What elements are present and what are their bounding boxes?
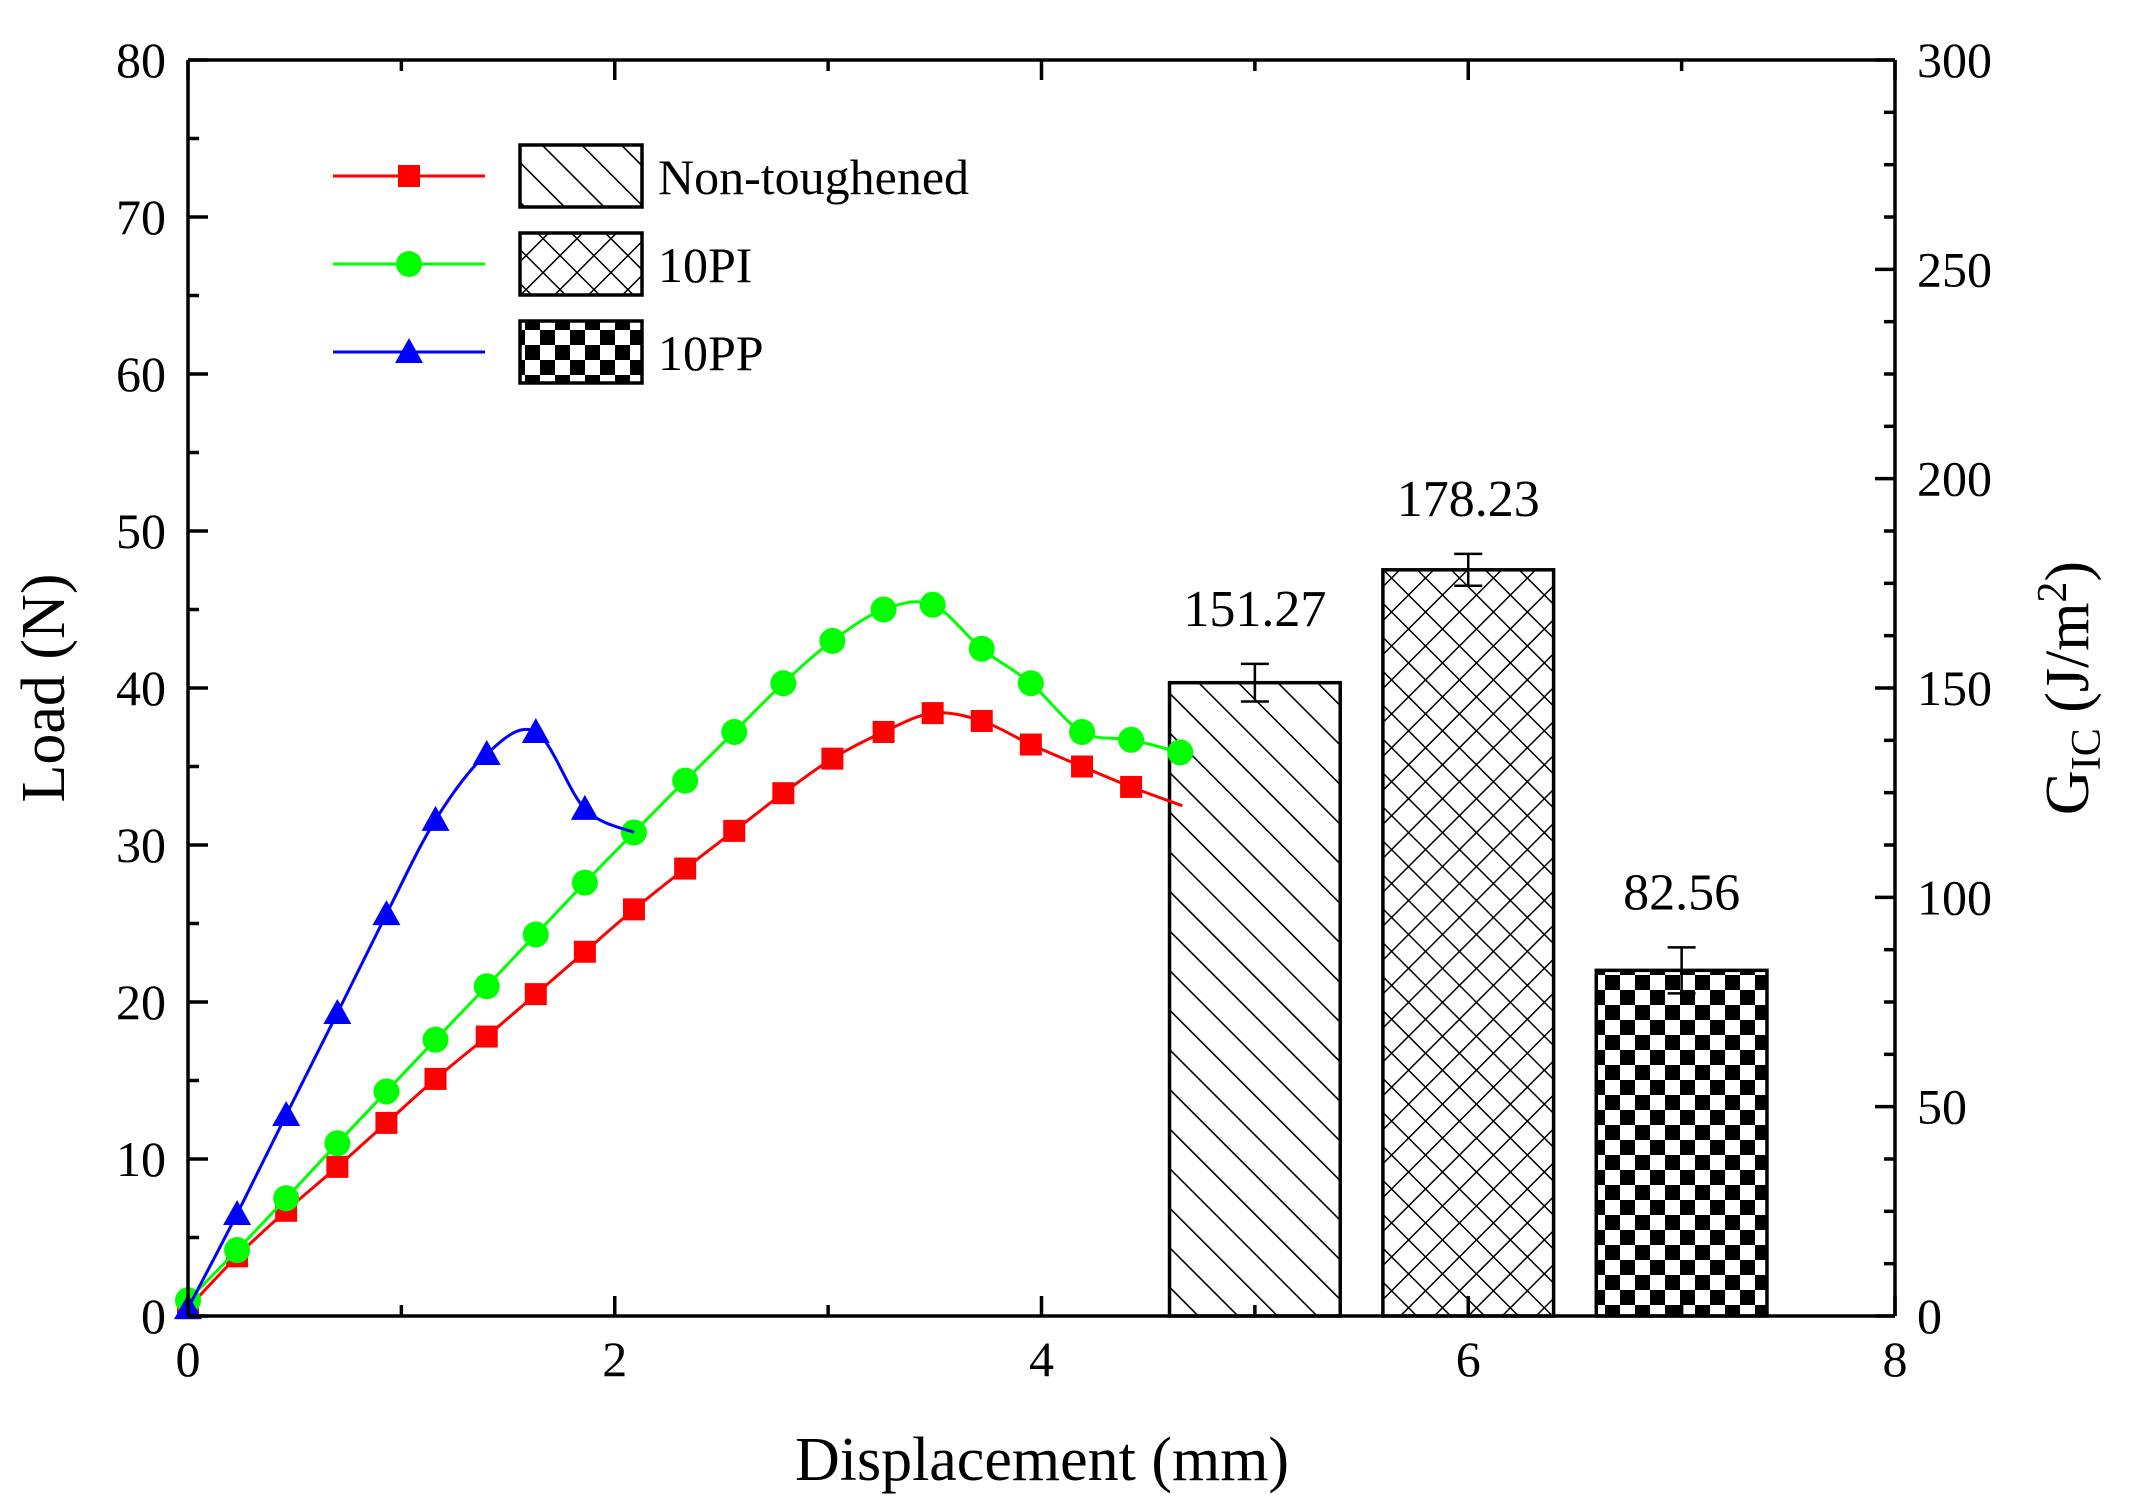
y-left-tick-label: 70	[116, 189, 166, 245]
square-marker	[970, 709, 993, 732]
bar-value-label: 178.23	[1397, 471, 1540, 528]
circle-marker	[373, 1078, 400, 1105]
y-right-axis-title: GIC (J/m2)	[2030, 561, 2110, 815]
line-series-group	[174, 591, 1194, 1320]
y-right-tick-label: 50	[1917, 1079, 1967, 1135]
circle-marker	[819, 627, 846, 654]
square-marker	[573, 940, 596, 963]
y-right-tick-label: 250	[1917, 241, 1992, 297]
legend-pattern-swatch	[518, 231, 644, 297]
y-right-tick-label: 200	[1917, 451, 1992, 507]
y-right-tick-label: 0	[1917, 1288, 1942, 1344]
x-tick-label: 8	[1883, 1331, 1908, 1387]
circle-marker	[473, 973, 500, 1000]
bar-non-toughened	[1167, 680, 1342, 1318]
square-marker	[375, 1111, 398, 1134]
circle-marker	[672, 767, 699, 794]
triangle-marker	[472, 739, 501, 765]
y-right-axis-title-sup: 2	[2030, 582, 2076, 603]
square-marker	[424, 1067, 447, 1090]
circle-marker	[1017, 670, 1044, 697]
square-marker	[524, 983, 547, 1006]
y-right-tick-label: 100	[1917, 869, 1992, 925]
line-10pp	[186, 727, 635, 1309]
legend-triangle-marker	[395, 338, 423, 363]
circle-marker	[968, 635, 995, 662]
x-tick-label: 6	[1456, 1331, 1481, 1387]
circle-marker	[422, 1026, 449, 1053]
triangle-marker	[372, 900, 401, 926]
x-tick-label: 4	[1029, 1331, 1054, 1387]
y-right-axis-title-unit: (J/m	[2034, 603, 2102, 729]
y-left-tick-label: 0	[141, 1288, 166, 1344]
circle-marker	[1069, 718, 1096, 745]
bar-value-label: 151.27	[1183, 581, 1326, 638]
square-marker	[475, 1025, 498, 1048]
bar-10pi	[1381, 568, 1556, 1318]
square-marker	[1019, 733, 1042, 756]
bar-group: 151.27 178.23 82.56	[1167, 471, 1769, 1318]
y-left-tick-label: 60	[116, 346, 166, 402]
square-marker	[723, 819, 746, 842]
y-left-tick-label: 80	[116, 32, 166, 88]
x-axis-title: Displacement (mm)	[795, 1426, 1289, 1494]
circle-marker	[571, 869, 598, 896]
bar-value-label: 82.56	[1623, 864, 1740, 921]
x-tick-label: 0	[176, 1331, 201, 1387]
y-left-tick-label: 20	[116, 974, 166, 1030]
y-left-tick-label: 30	[116, 817, 166, 873]
y-right-axis-title-sub: IC	[2064, 728, 2110, 770]
legend-label: 10PI	[658, 237, 752, 293]
legend-pattern-swatch	[518, 143, 644, 209]
triangle-marker	[323, 998, 352, 1024]
x-tick-label: 2	[602, 1331, 627, 1387]
y-right-tick-label: 150	[1917, 660, 1992, 716]
triangle-marker	[570, 794, 599, 820]
circle-marker	[273, 1185, 300, 1212]
circle-marker	[919, 591, 946, 618]
circle-marker	[224, 1237, 251, 1264]
circle-marker	[522, 921, 549, 948]
square-marker	[326, 1155, 349, 1178]
legend: Non-toughened 10PI 10PP	[333, 143, 969, 385]
square-marker	[872, 720, 895, 743]
circle-marker	[1118, 726, 1145, 753]
square-marker	[674, 857, 697, 880]
line-10pi	[186, 600, 1181, 1302]
legend-circle-marker	[396, 251, 422, 277]
legend-label: Non-toughened	[658, 149, 969, 205]
square-marker	[1071, 755, 1094, 778]
y-right-axis-title-close: )	[2034, 561, 2102, 582]
circle-marker	[324, 1130, 351, 1157]
circle-marker	[770, 670, 797, 697]
y-left-tick-label: 40	[116, 660, 166, 716]
square-marker	[821, 747, 844, 770]
y-left-axis-title: Load (N)	[10, 574, 78, 803]
triangle-marker	[223, 1199, 252, 1225]
legend-label: 10PP	[658, 325, 764, 381]
y-right-axis-title-main: G	[2034, 770, 2102, 815]
square-marker	[772, 782, 795, 805]
y-left-tick-label: 10	[116, 1131, 166, 1187]
legend-square-marker	[398, 165, 420, 187]
triangle-marker	[272, 1101, 301, 1127]
legend-pattern-swatch	[518, 319, 644, 385]
bar-10pp	[1594, 968, 1769, 1318]
square-marker	[622, 898, 645, 921]
triangle-marker	[521, 717, 550, 743]
square-marker	[1120, 775, 1143, 798]
triangle-marker	[421, 805, 450, 831]
y-left-tick-label: 50	[116, 503, 166, 559]
circle-marker	[870, 596, 897, 623]
circle-marker	[721, 718, 748, 745]
y-right-tick-label: 300	[1917, 32, 1992, 88]
square-marker	[921, 702, 944, 725]
circle-marker	[1167, 739, 1194, 766]
